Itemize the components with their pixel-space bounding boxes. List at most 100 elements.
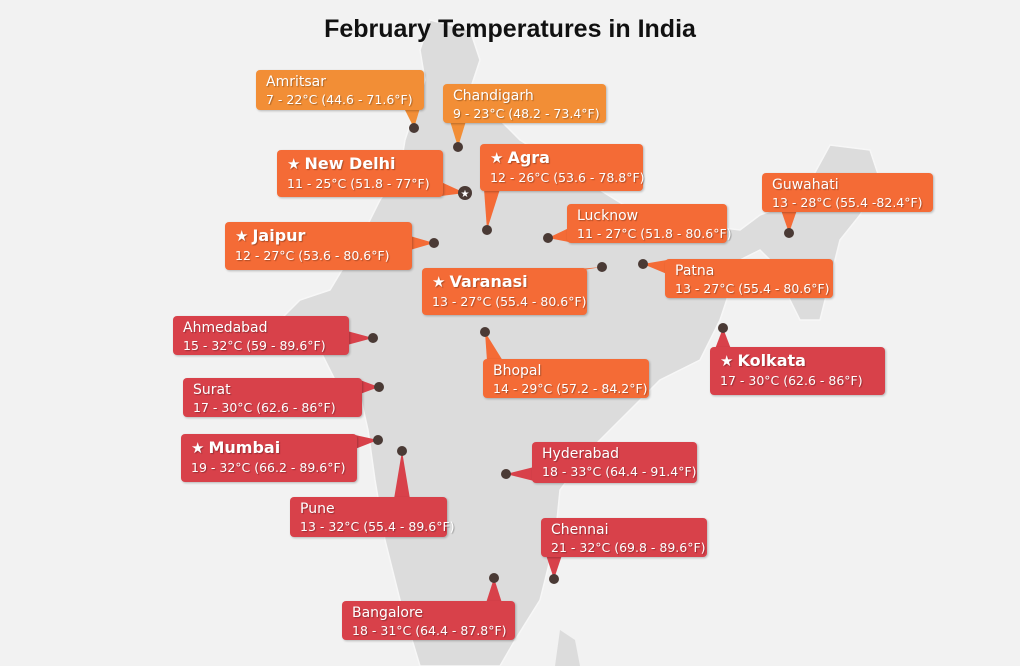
city-marker[interactable] [489, 573, 499, 583]
city-name-text: Pune [300, 501, 335, 517]
city-marker[interactable] [453, 142, 463, 152]
city-marker[interactable] [368, 333, 378, 343]
city-marker[interactable] [374, 382, 384, 392]
city-name: ★ Kolkata [720, 350, 877, 372]
temperature-range: 13 - 32°C (55.4 - 89.6°F) [300, 519, 455, 534]
callout-pointer [486, 578, 502, 603]
temperature-range: 14 - 29°C (57.2 - 84.2°F) [493, 381, 648, 396]
city-name: Surat [193, 381, 354, 399]
city-label-lucknow: Lucknow 11 - 27°C (51.8 - 80.6°F) [567, 204, 732, 243]
city-label-mumbai: ★ Mumbai 19 - 32°C (66.2 - 89.6°F) [181, 434, 357, 482]
city-name-text: Kolkata [737, 351, 806, 370]
city-label-ahmedabad: Ahmedabad 15 - 32°C (59 - 89.6°F) [173, 316, 349, 355]
temperature-range: 15 - 32°C (59 - 89.6°F) [183, 338, 326, 353]
temperature-range: 18 - 31°C (64.4 - 87.8°F) [352, 623, 507, 638]
city-name-text: Mumbai [208, 438, 281, 457]
city-name: ★ New Delhi [287, 153, 435, 175]
temperature-range: 12 - 26°C (53.6 - 78.8°F) [490, 170, 645, 185]
callout-pointer [643, 260, 667, 274]
city-label-bangalore: Bangalore 18 - 31°C (64.4 - 87.8°F) [342, 601, 515, 640]
city-label-chennai: Chennai 21 - 32°C (69.8 - 89.6°F) [541, 518, 707, 557]
temperature-range: 13 - 28°C (55.4 -82.4°F) [772, 195, 923, 210]
city-name-text: Jaipur [252, 226, 306, 245]
star-icon: ★ [490, 149, 504, 167]
callout-pointer [546, 555, 562, 579]
city-marker[interactable] [597, 262, 607, 272]
callout-pointer [355, 435, 378, 449]
callout-pointer [506, 467, 534, 481]
star-icon: ★ [287, 155, 301, 173]
callout-pointer [715, 328, 731, 349]
temperature-range: 11 - 25°C (51.8 - 77°F) [287, 176, 430, 191]
city-marker[interactable] [784, 228, 794, 238]
city-name-text: Hyderabad [542, 446, 619, 462]
city-name-text: Ahmedabad [183, 320, 268, 336]
temperature-range: 19 - 32°C (66.2 - 89.6°F) [191, 460, 346, 475]
city-marker[interactable] [397, 446, 407, 456]
city-name-text: Lucknow [577, 208, 639, 224]
city-label-kolkata: ★ Kolkata 17 - 30°C (62.6 - 86°F) [710, 347, 885, 395]
city-label-new-delhi: ★ New Delhi 11 - 25°C (51.8 - 77°F) [277, 150, 443, 197]
temperature-range: 7 - 22°C (44.6 - 71.6°F) [266, 92, 413, 107]
callout-pointer [360, 380, 379, 394]
star-icon: ★ [235, 227, 249, 245]
temperature-range: 21 - 32°C (69.8 - 89.6°F) [551, 540, 706, 555]
city-marker[interactable] [718, 323, 728, 333]
city-name-text: Bangalore [352, 605, 424, 621]
city-marker[interactable] [549, 574, 559, 584]
callout-pointer [450, 121, 466, 147]
city-label-hyderabad: Hyderabad 18 - 33°C (64.4 - 91.4°F) [532, 442, 697, 483]
callout-pointer [484, 189, 500, 230]
callout-pointer [394, 451, 410, 499]
city-name: ★ Mumbai [191, 437, 349, 459]
sri-lanka [555, 630, 580, 666]
callout-pointer [410, 236, 434, 250]
city-label-surat: Surat 17 - 30°C (62.6 - 86°F) [183, 378, 362, 417]
city-marker[interactable] [409, 123, 419, 133]
city-marker[interactable] [501, 469, 511, 479]
callout-pointer [404, 108, 420, 128]
city-name: Ahmedabad [183, 319, 341, 337]
city-name: ★ Agra [490, 147, 635, 169]
city-name: ★ Varanasi [432, 271, 579, 293]
city-name: Chandigarh [453, 87, 598, 105]
city-label-guwahati: Guwahati 13 - 28°C (55.4 -82.4°F) [762, 173, 933, 212]
city-label-jaipur: ★ Jaipur 12 - 27°C (53.6 - 80.6°F) [225, 222, 412, 270]
city-name-text: Surat [193, 382, 231, 398]
city-name: Bangalore [352, 604, 507, 622]
city-marker[interactable] [429, 238, 439, 248]
city-marker[interactable] [638, 259, 648, 269]
city-name: Chennai [551, 521, 699, 539]
city-name-text: Chandigarh [453, 88, 534, 104]
city-label-varanasi: ★ Varanasi 13 - 27°C (55.4 - 80.6°F) [422, 268, 587, 315]
temperature-range: 13 - 27°C (55.4 - 80.6°F) [675, 281, 830, 296]
temperature-range: 18 - 33°C (64.4 - 91.4°F) [542, 464, 697, 479]
callout-pointer [347, 331, 373, 345]
star-icon: ★ [191, 439, 205, 457]
temperature-range: 17 - 30°C (62.6 - 86°F) [193, 400, 336, 415]
star-icon: ★ [720, 352, 734, 370]
city-name-text: Bhopal [493, 363, 542, 379]
city-label-amritsar: Amritsar 7 - 22°C (44.6 - 71.6°F) [256, 70, 424, 110]
temperature-range: 17 - 30°C (62.6 - 86°F) [720, 373, 863, 388]
city-name: Amritsar [266, 73, 416, 91]
city-label-pune: Pune 13 - 32°C (55.4 - 89.6°F) [290, 497, 455, 537]
temperature-range: 13 - 27°C (55.4 - 80.6°F) [432, 294, 587, 309]
temperature-range: 9 - 23°C (48.2 - 73.4°F) [453, 106, 600, 121]
city-label-patna: Patna 13 - 27°C (55.4 - 80.6°F) [665, 259, 833, 298]
city-name: Bhopal [493, 362, 641, 380]
city-marker[interactable] [480, 327, 490, 337]
page-title: February Temperatures in India [324, 15, 696, 43]
city-name-text: Amritsar [266, 74, 326, 90]
star-icon: ★ [461, 189, 470, 200]
city-marker[interactable] [482, 225, 492, 235]
capital-marker[interactable] [458, 186, 472, 200]
city-marker[interactable] [373, 435, 383, 445]
city-name-text: Patna [675, 263, 715, 279]
city-name: Patna [675, 262, 825, 280]
city-name: Guwahati [772, 176, 925, 194]
city-name-text: New Delhi [304, 154, 396, 173]
city-name-text: Chennai [551, 522, 609, 538]
city-marker[interactable] [543, 233, 553, 243]
callout-pointer [781, 210, 797, 233]
